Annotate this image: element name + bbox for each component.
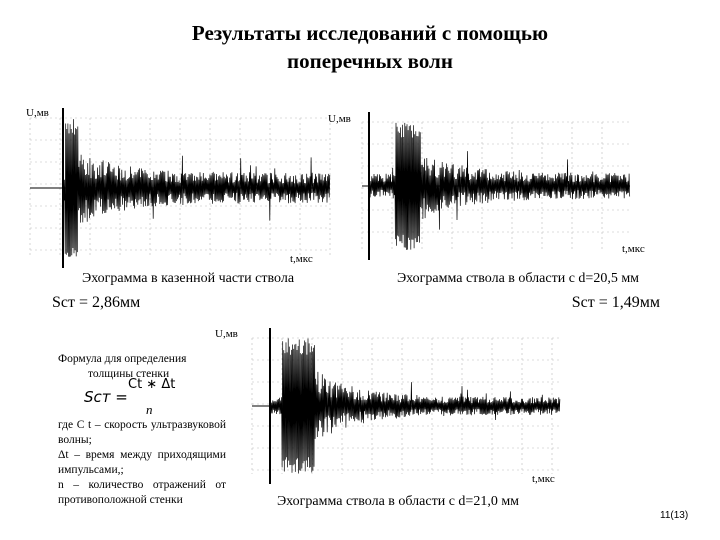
waveform <box>62 119 331 257</box>
waveform <box>269 338 561 474</box>
formula-heading: Формула для определения <box>58 353 187 365</box>
note: Δt – время между приходящими импульсами,… <box>58 449 226 476</box>
caption: Эхограмма ствола в области с d=21,0 мм <box>277 494 519 509</box>
formula-numerator: Ct ∗ Δt <box>128 377 175 392</box>
result: Sст = 1,49мм <box>572 294 660 311</box>
x-axis-label: t,мкс <box>622 243 645 255</box>
waveform-chart <box>29 108 331 268</box>
waveform-chart <box>251 328 561 484</box>
waveform-chart <box>361 112 631 260</box>
note: где C t – скорость ультразвуковой волны; <box>58 419 226 446</box>
x-axis-label: t,мкс <box>290 253 313 265</box>
y-axis-label: U,мв <box>328 113 351 125</box>
notes-box: где C t – скорость ультразвуковой волны;… <box>58 418 226 508</box>
caption: Эхограмма в казенной части ствола <box>82 271 295 286</box>
title-line: Результаты исследований с помощью <box>192 21 548 45</box>
caption: Эхограмма ствола в области с d=20,5 мм <box>397 271 639 286</box>
y-axis-label: U,мв <box>26 107 49 119</box>
title-line: поперечных волн <box>287 49 453 73</box>
formula-lhs: Sст = <box>84 388 128 406</box>
x-axis-label: t,мкс <box>532 473 555 485</box>
waveform <box>368 122 631 250</box>
formula-heading: толщины стенки <box>88 368 169 380</box>
page-number: 11(13) <box>660 510 688 521</box>
notes: где C t – скорость ультразвуковой волны;… <box>58 418 226 508</box>
formula-denominator: n <box>146 402 153 417</box>
note: n – количество отражений от противополож… <box>58 479 226 506</box>
result: Sст = 2,86мм <box>52 294 140 311</box>
y-axis-label: U,мв <box>215 328 238 340</box>
